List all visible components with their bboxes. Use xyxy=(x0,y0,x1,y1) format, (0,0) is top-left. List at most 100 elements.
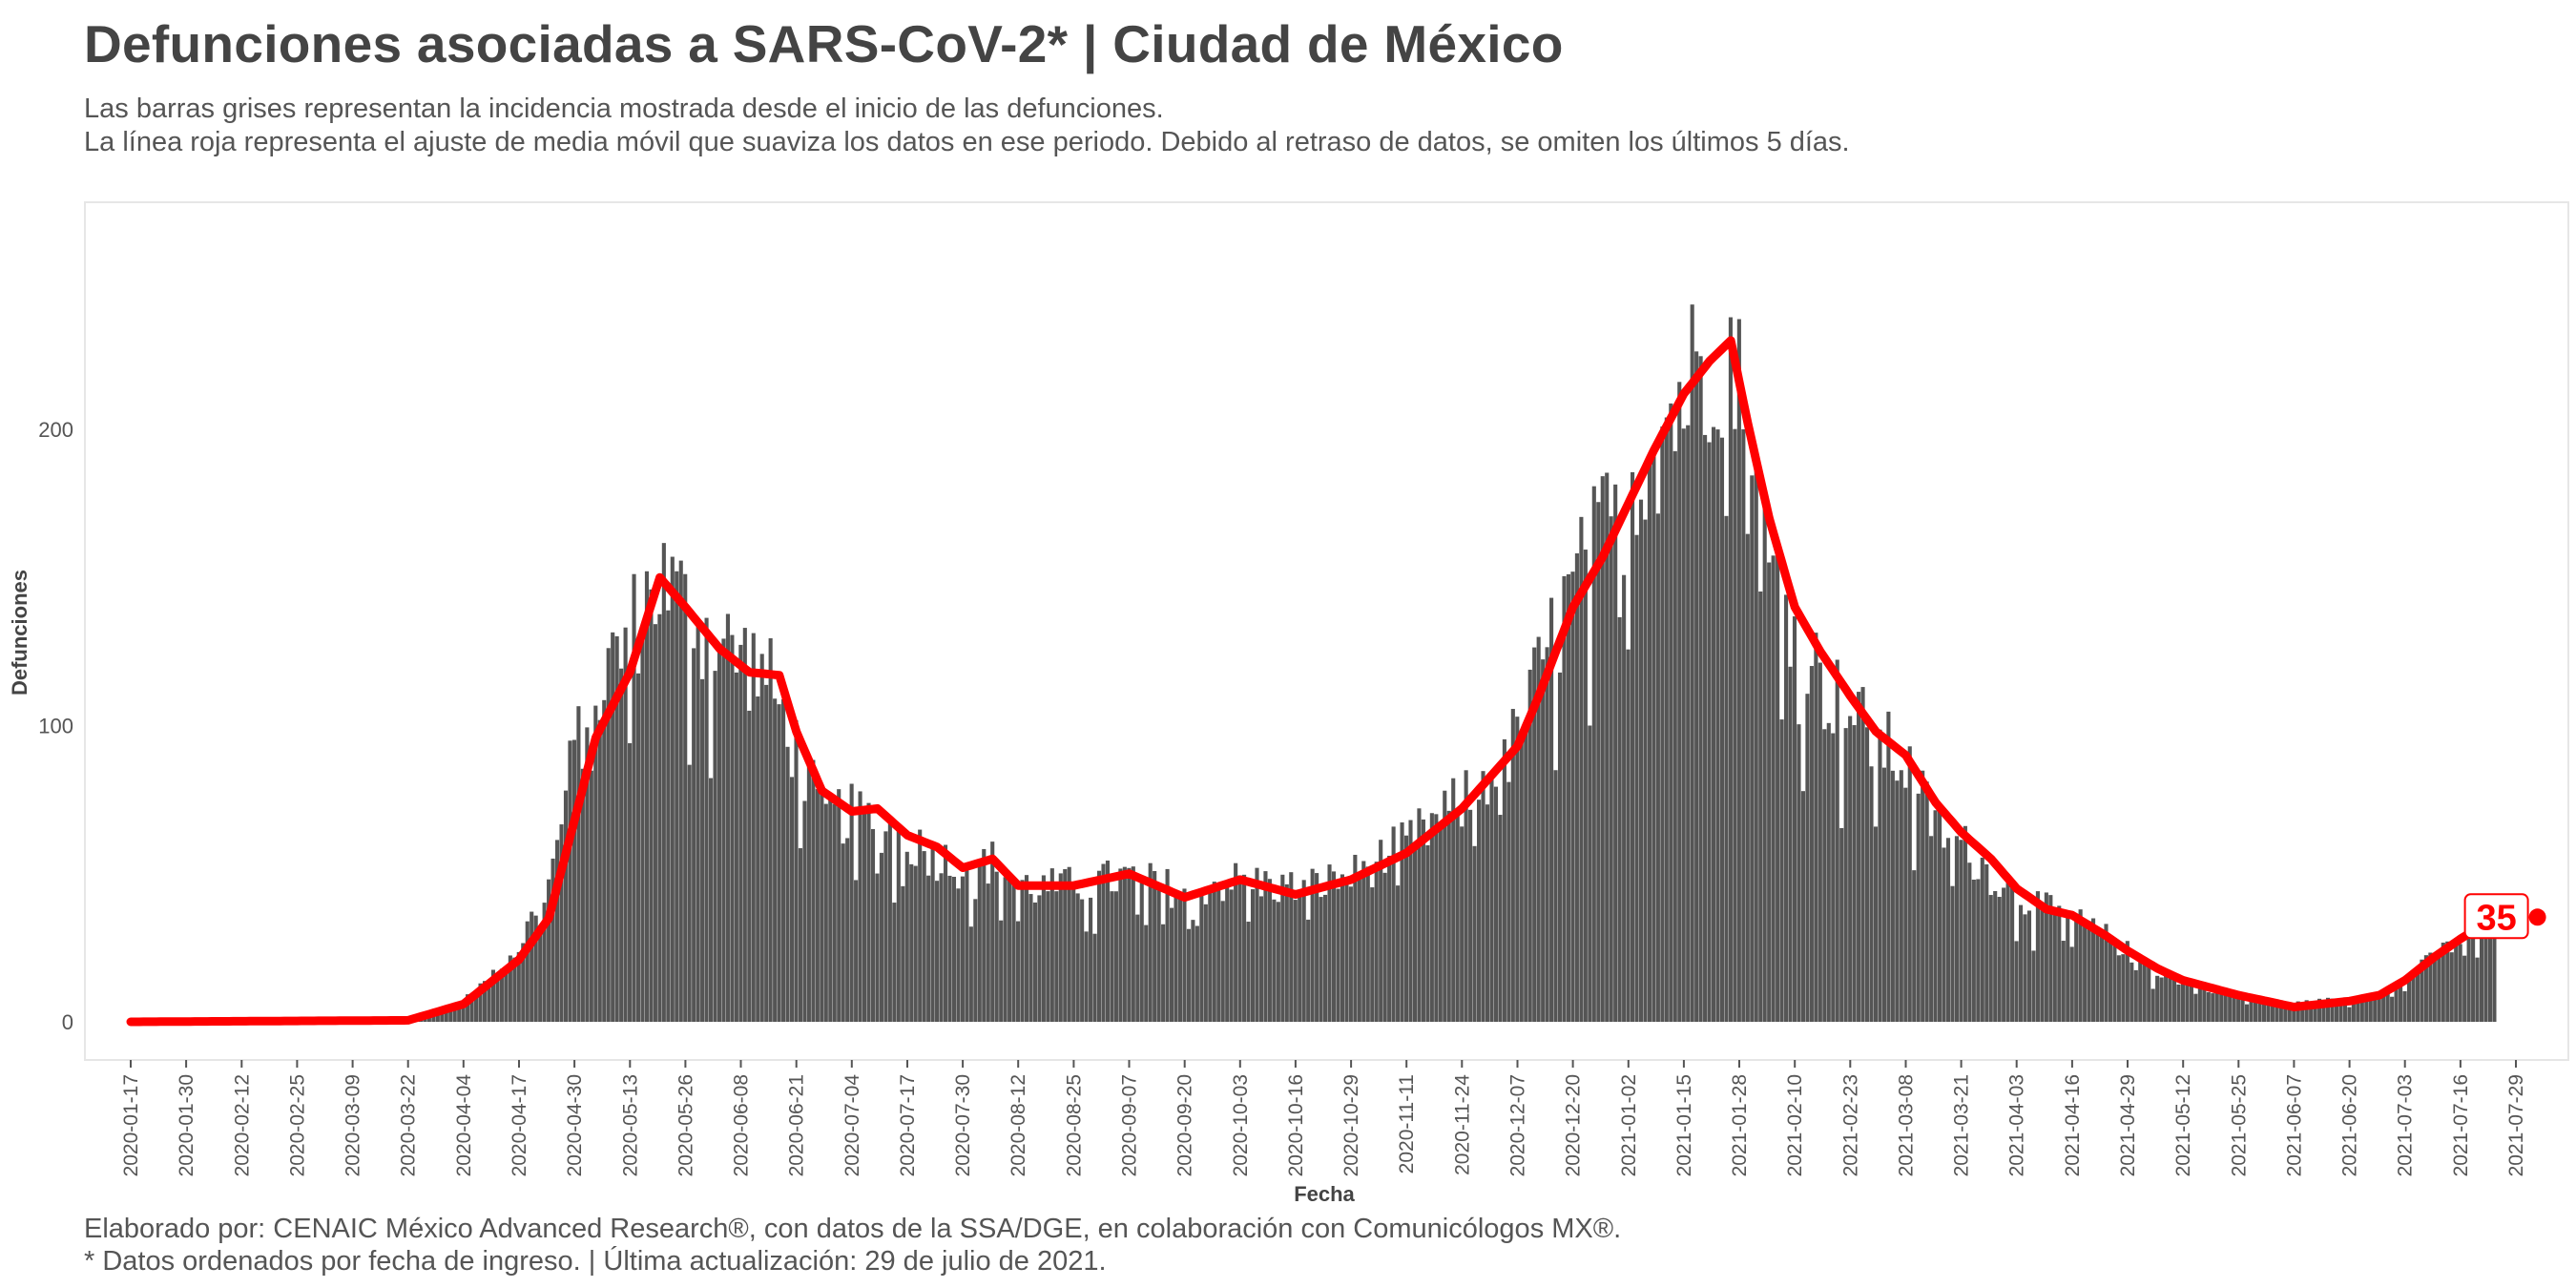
bar xyxy=(1421,819,1425,1022)
bar xyxy=(943,844,948,1022)
bar xyxy=(2240,995,2245,1022)
bar xyxy=(452,1004,457,1022)
bar xyxy=(926,875,931,1022)
bar xyxy=(1008,874,1012,1022)
x-tick-label: 2021-07-29 xyxy=(2505,1074,2527,1176)
bar xyxy=(1089,897,1093,1022)
bar xyxy=(806,759,811,1022)
bar xyxy=(2044,892,2048,1022)
bar xyxy=(1186,928,1191,1022)
bar xyxy=(1527,669,1532,1022)
bar xyxy=(837,789,841,1022)
bar xyxy=(606,648,611,1022)
bar xyxy=(692,648,696,1022)
bar xyxy=(1361,861,1366,1022)
bar xyxy=(1916,793,1921,1022)
bar xyxy=(2035,891,2040,1022)
bar xyxy=(1703,434,1708,1022)
bar xyxy=(2432,961,2437,1022)
bar xyxy=(1591,486,1596,1022)
bar xyxy=(2104,924,2109,1022)
bar xyxy=(1631,471,1635,1022)
bar xyxy=(725,613,730,1022)
bar xyxy=(1596,502,1601,1022)
bar xyxy=(1945,838,1951,1022)
bar xyxy=(683,573,688,1022)
bar xyxy=(2287,1005,2292,1022)
bar xyxy=(794,720,799,1022)
bar xyxy=(1690,304,1694,1022)
x-tick-label: 2020-04-04 xyxy=(453,1074,475,1177)
bar xyxy=(649,589,654,1022)
x-tick-label: 2020-06-21 xyxy=(786,1074,808,1176)
bar xyxy=(785,746,790,1022)
bar xyxy=(951,877,957,1022)
bar xyxy=(2005,877,2010,1022)
bar xyxy=(530,911,534,1022)
bar xyxy=(1272,899,1277,1022)
bar xyxy=(1127,867,1132,1022)
bar xyxy=(1660,426,1665,1022)
bar xyxy=(1105,860,1111,1022)
bar xyxy=(1310,868,1315,1022)
bar xyxy=(896,829,901,1022)
bar xyxy=(1971,879,1976,1022)
bar xyxy=(1963,825,1967,1022)
bar xyxy=(1101,863,1106,1022)
bar xyxy=(1242,874,1247,1022)
chart-caption-note: * Datos ordenados por fecha de ingreso. … xyxy=(84,1246,1107,1277)
bar xyxy=(2309,1005,2314,1022)
bar xyxy=(1195,925,1199,1022)
bar xyxy=(1481,771,1485,1022)
bar xyxy=(1797,724,1801,1022)
bar xyxy=(2108,941,2113,1022)
bar xyxy=(2471,924,2476,1022)
bar xyxy=(965,870,969,1022)
bar xyxy=(2385,987,2390,1022)
bar xyxy=(1229,889,1234,1022)
bar xyxy=(1848,716,1853,1022)
bar xyxy=(870,828,876,1022)
bar xyxy=(1067,866,1071,1022)
bar xyxy=(935,881,940,1022)
bar xyxy=(1084,931,1089,1022)
bar xyxy=(1976,879,1981,1022)
bar xyxy=(1438,822,1443,1022)
bar xyxy=(628,742,633,1022)
last-value-label: 35 xyxy=(2476,898,2516,938)
bar xyxy=(2283,1002,2288,1022)
bar xyxy=(568,740,572,1022)
bar xyxy=(1174,893,1178,1022)
bar xyxy=(756,696,760,1022)
bar xyxy=(2364,996,2369,1022)
y-tick-label: 0 xyxy=(62,1010,73,1034)
bar xyxy=(2351,999,2356,1022)
bar xyxy=(1451,778,1456,1022)
bar xyxy=(1046,891,1050,1022)
bar xyxy=(1929,836,1934,1022)
bar xyxy=(2441,943,2445,1022)
bar xyxy=(635,673,641,1022)
bar xyxy=(1319,897,1323,1022)
bar xyxy=(2406,977,2412,1022)
bar xyxy=(597,719,602,1022)
bar xyxy=(2330,998,2335,1022)
bar xyxy=(1860,687,1865,1022)
bar xyxy=(2176,984,2181,1022)
bar xyxy=(1464,770,1468,1022)
bar xyxy=(909,863,914,1022)
x-tick-label: 2021-03-21 xyxy=(1951,1074,1973,1176)
bar xyxy=(2228,991,2233,1022)
bar xyxy=(2180,978,2186,1022)
bar xyxy=(1417,808,1422,1022)
bar xyxy=(1020,880,1025,1022)
x-tick-label: 2021-04-16 xyxy=(2062,1074,2084,1176)
bar xyxy=(2334,1001,2339,1022)
bar xyxy=(2266,999,2271,1022)
bar xyxy=(2112,944,2117,1022)
bar xyxy=(1536,636,1541,1022)
bar xyxy=(1843,728,1848,1022)
bar xyxy=(820,784,824,1022)
bar xyxy=(2095,932,2100,1022)
